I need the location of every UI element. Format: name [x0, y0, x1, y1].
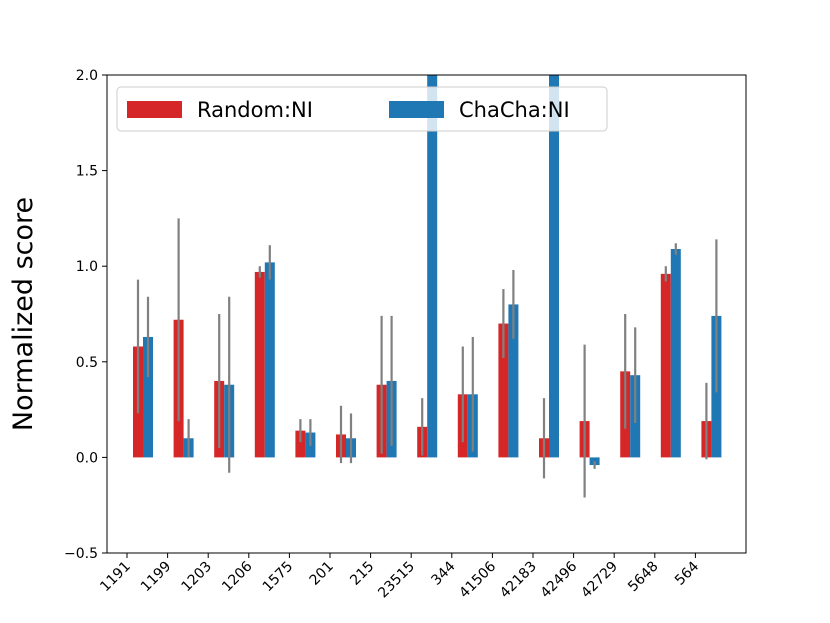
bar [508, 304, 519, 458]
y-tick-label: 0.5 [76, 355, 98, 371]
legend-box [116, 86, 608, 132]
bar [498, 323, 509, 458]
x-tick-label: 1575 [260, 559, 297, 596]
bar [427, 75, 438, 458]
y-tick-label: 2.0 [76, 68, 98, 84]
legend-label: ChaCha:NI [459, 98, 570, 122]
plot-frame [106, 74, 747, 554]
bar [295, 430, 306, 458]
plot-area [133, 75, 722, 498]
x-tick-label: 41506 [456, 558, 499, 601]
y-axis-label: Normalized score [8, 197, 39, 431]
x-tick-label: 201 [307, 559, 337, 589]
bar [660, 273, 671, 458]
x-tick-label: 42729 [578, 559, 621, 602]
legend-swatch [389, 101, 444, 118]
legend-swatch [127, 101, 182, 118]
x-tick-label: 564 [672, 558, 702, 588]
x-tick-label: 42183 [497, 559, 540, 602]
x-tick-label: 42496 [538, 558, 581, 601]
y-tick-label: 0.0 [76, 450, 98, 466]
y-tick-label: 1.0 [76, 259, 98, 275]
y-tick-label: 1.5 [76, 164, 98, 180]
x-tick-label: 1206 [219, 558, 256, 595]
bar [254, 271, 265, 458]
x-tick-label: 344 [428, 558, 458, 588]
x-tick-label: 1203 [179, 559, 216, 596]
legend-label: Random:NI [197, 98, 313, 122]
x-tick-label: 5648 [625, 559, 662, 596]
bar [143, 336, 153, 458]
bar [549, 75, 559, 458]
x-tick-label: 1199 [138, 559, 175, 596]
x-tick-label: 215 [347, 559, 377, 589]
x-tick-label: 1191 [97, 559, 134, 596]
bar [670, 248, 681, 458]
x-tick-label: 23515 [375, 559, 418, 602]
y-tick-label: −0.5 [64, 546, 98, 562]
bar [264, 262, 275, 458]
